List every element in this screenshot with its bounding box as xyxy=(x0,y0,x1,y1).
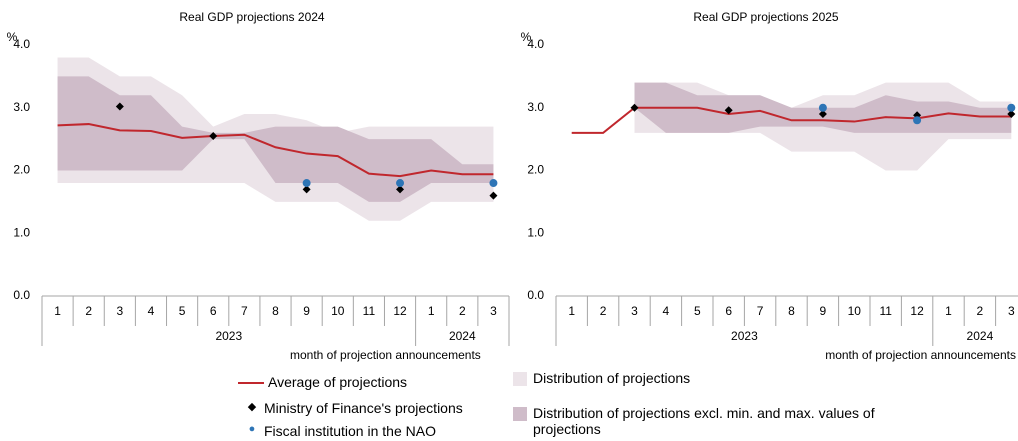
x-tick-label: 6 xyxy=(725,304,732,318)
charts: Real GDP projections 2024% 0.0 1.0 2.0 3.0 4.… xyxy=(7,10,1018,362)
x-tick-label: 1 xyxy=(568,304,575,318)
legend-item: Average of projections xyxy=(238,374,407,390)
y-tick-label: 4.0 xyxy=(13,37,30,51)
x-tick-label: 9 xyxy=(820,304,827,318)
x-tick-label: 5 xyxy=(694,304,701,318)
diamond-marker xyxy=(489,191,498,200)
x-group-label: 2023 xyxy=(731,329,758,343)
x-tick-label: 11 xyxy=(363,304,376,318)
line xyxy=(571,106,1012,134)
legend-item: ● Fiscal institution in the NAO xyxy=(246,423,436,439)
x-tick-label: 2 xyxy=(600,304,607,318)
x-tick-label: 9 xyxy=(303,304,310,318)
band xyxy=(57,76,494,202)
x-tick-label: 4 xyxy=(663,304,670,318)
x-tick-label: 1 xyxy=(54,304,61,318)
x-tick-label: 3 xyxy=(490,304,497,318)
diamond-marker xyxy=(818,110,827,119)
legend-label: Ministry of Finance's projections xyxy=(264,400,463,416)
legend-item: ◆ Ministry of Finance's projections xyxy=(246,400,463,416)
legend-swatch: ● xyxy=(248,423,256,435)
x-tick-label: 2 xyxy=(977,304,984,318)
diamond-marker xyxy=(630,103,639,112)
circle-marker xyxy=(1007,103,1016,112)
diamond-marker xyxy=(209,131,218,140)
x-tick-label: 10 xyxy=(848,304,862,318)
chart-title: Real GDP projections 2024 xyxy=(179,10,325,24)
x-tick-label: 7 xyxy=(757,304,764,318)
x-tick-label: 8 xyxy=(272,304,279,318)
x-axis-label: month of projection announcements xyxy=(290,348,481,362)
x-group-label: 2023 xyxy=(215,329,242,343)
circle-marker xyxy=(913,116,922,125)
x-tick-label: 2 xyxy=(85,304,92,318)
y-unit: % xyxy=(7,30,18,44)
x-tick-label: 2 xyxy=(459,304,466,318)
legend-swatch xyxy=(238,382,264,384)
y-tick-label: 3.0 xyxy=(527,100,544,114)
legend-item: Distribution of projections excl. min. a… xyxy=(513,405,913,437)
legend-label: Average of projections xyxy=(268,374,408,390)
legend-label: Distribution of projections xyxy=(533,370,691,386)
diamond-marker xyxy=(115,102,124,111)
legend-swatch xyxy=(513,407,527,421)
x-tick-label: 12 xyxy=(910,304,924,318)
x-tick-label: 1 xyxy=(945,304,952,318)
x-tick-label: 11 xyxy=(879,304,892,318)
legend-swatch xyxy=(513,372,527,386)
x-axis-label: month of projection announcements xyxy=(825,348,1016,362)
x-tick-label: 4 xyxy=(148,304,155,318)
chart-title: Real GDP projections 2025 xyxy=(693,10,839,24)
x-tick-label: 3 xyxy=(631,304,638,318)
x-tick-label: 7 xyxy=(241,304,248,318)
y-tick-label: 0.0 xyxy=(527,288,544,302)
y-tick-label: 1.0 xyxy=(13,225,30,239)
circle-marker xyxy=(818,103,827,112)
y-tick-label: 2.0 xyxy=(527,163,544,177)
y-tick-label: 4.0 xyxy=(527,37,544,51)
legend-swatch: ◆ xyxy=(247,401,257,413)
x-tick-label: 5 xyxy=(179,304,186,318)
x-tick-label: 10 xyxy=(331,304,345,318)
line xyxy=(57,123,494,178)
x-group-label: 2024 xyxy=(449,329,476,343)
legend-item: Distribution of projections xyxy=(513,370,690,386)
y-tick-label: 2.0 xyxy=(13,163,30,177)
diamond-marker xyxy=(724,106,733,115)
x-tick-label: 12 xyxy=(393,304,407,318)
x-group-label: 2024 xyxy=(967,329,994,343)
x-tick-label: 1 xyxy=(428,304,435,318)
x-tick-label: 8 xyxy=(788,304,795,318)
diamond-marker xyxy=(396,185,405,194)
y-tick-label: 3.0 xyxy=(13,100,30,114)
x-tick-label: 3 xyxy=(1008,304,1015,318)
legend-label: Fiscal institution in the NAO xyxy=(264,423,436,439)
x-tick-label: 3 xyxy=(116,304,123,318)
diamond-marker xyxy=(1007,110,1016,119)
diamond-marker xyxy=(302,185,311,194)
circle-marker xyxy=(302,179,311,188)
x-tick-label: 6 xyxy=(210,304,217,318)
y-unit: % xyxy=(521,30,532,44)
legend-label: Distribution of projections excl. min. a… xyxy=(533,405,875,437)
circle-marker xyxy=(396,179,405,188)
y-tick-label: 0.0 xyxy=(13,288,30,302)
y-tick-label: 1.0 xyxy=(527,225,544,239)
circle-marker xyxy=(489,179,498,188)
